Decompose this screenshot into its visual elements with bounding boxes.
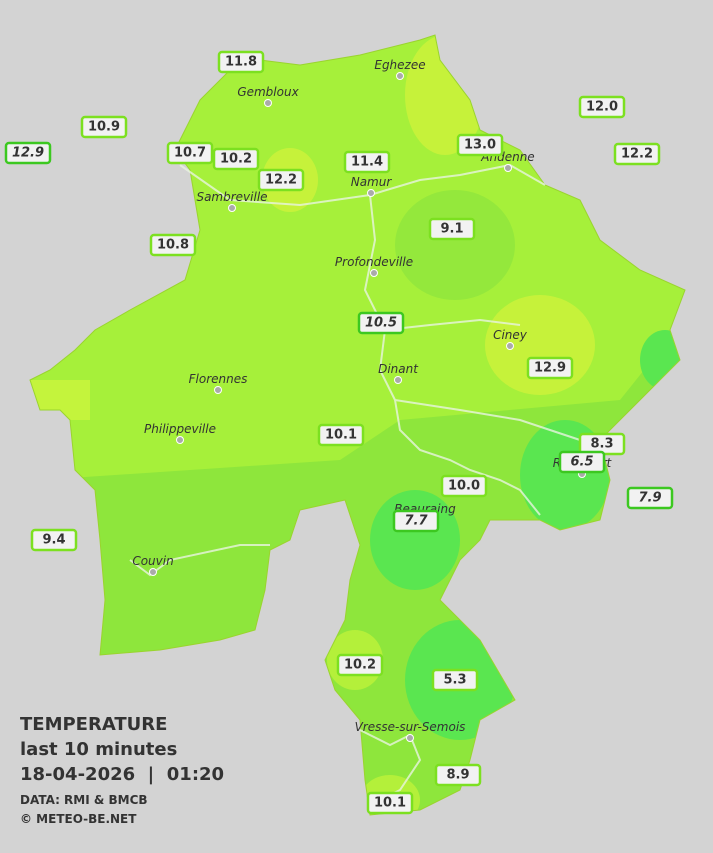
- station-box: [357, 311, 405, 335]
- city-label: Namur: [351, 175, 393, 189]
- station-box: [336, 653, 384, 677]
- station-box: [440, 474, 488, 498]
- station-value: 7.9: [638, 491, 661, 506]
- city-dot: [504, 164, 512, 172]
- legend-copyright: © METEO-BE.NET: [20, 812, 137, 826]
- station-value: 13.0: [464, 138, 496, 153]
- city-label: Couvin: [132, 554, 173, 568]
- station-box: [558, 450, 606, 474]
- station-box: [212, 147, 260, 171]
- legend-subtitle: last 10 minutes: [20, 739, 177, 760]
- station-value: 10.1: [374, 796, 406, 811]
- station-box: [434, 763, 482, 787]
- station-box: [4, 141, 52, 165]
- station-box: [30, 528, 78, 552]
- station-value: 12.9: [12, 146, 44, 161]
- legend-datetime: 18-04-2026 | 01:20: [20, 764, 224, 785]
- station-box: [392, 509, 440, 533]
- station-box: [428, 217, 476, 241]
- station-value: 10.9: [88, 120, 120, 135]
- station-value: 10.2: [344, 658, 376, 673]
- station-box: [456, 133, 504, 157]
- station-value: 9.4: [42, 533, 65, 548]
- station-box: [526, 356, 574, 380]
- station-value: 11.8: [225, 55, 257, 70]
- station-box: [578, 95, 626, 119]
- station-box: [431, 668, 479, 692]
- station-value: 7.7: [404, 514, 428, 529]
- station-value: 10.0: [448, 479, 480, 494]
- city-dot: [396, 72, 404, 80]
- station-box: [366, 791, 414, 815]
- station-value: 12.9: [534, 361, 566, 376]
- station-box: [613, 142, 661, 166]
- station-value: 12.0: [586, 100, 618, 115]
- station-value: 10.5: [365, 316, 397, 331]
- station-value: 12.2: [621, 147, 653, 162]
- city-dot: [149, 568, 157, 576]
- city-label: Gembloux: [237, 85, 299, 99]
- city-dot: [506, 342, 514, 350]
- city-dot: [406, 734, 414, 742]
- station-box: [626, 486, 674, 510]
- station-value: 9.1: [440, 222, 463, 237]
- station-value: 8.9: [446, 768, 469, 783]
- city-label: Profondeville: [335, 255, 413, 269]
- city-label: Sambreville: [196, 190, 267, 204]
- station-box: [166, 141, 214, 165]
- city-dot: [394, 376, 402, 384]
- city-label: Vresse-sur-Semois: [355, 720, 466, 734]
- city-dot: [370, 269, 378, 277]
- city-dot: [176, 436, 184, 444]
- station-box: [343, 150, 391, 174]
- station-box: [217, 50, 265, 74]
- station-value: 5.3: [443, 673, 466, 688]
- rivers: [129, 163, 581, 801]
- station-box: [80, 115, 128, 139]
- city-label: Florennes: [189, 372, 248, 386]
- station-value: 12.2: [265, 173, 297, 188]
- legend-source: DATA: RMI & BMCB: [20, 793, 148, 807]
- city-dot: [214, 386, 222, 394]
- station-value: 11.4: [351, 155, 383, 170]
- station-value: 10.1: [325, 428, 357, 443]
- city-label: Dinant: [378, 362, 419, 376]
- legend-title: TEMPERATURE: [20, 714, 167, 735]
- city-dot: [264, 99, 272, 107]
- station-value: 8.3: [590, 437, 613, 452]
- city-dot: [367, 189, 375, 197]
- station-value: 10.2: [220, 152, 252, 167]
- station-value: 6.5: [570, 455, 593, 470]
- city-dot: [228, 204, 236, 212]
- station-value: 10.7: [174, 146, 206, 161]
- city-label: Ciney: [493, 328, 528, 342]
- station-box: [149, 233, 197, 257]
- station-box: [317, 423, 365, 447]
- station-value: 10.8: [157, 238, 189, 253]
- city-label: Eghezee: [374, 58, 425, 72]
- station-box: [257, 168, 305, 192]
- city-label: Philippeville: [144, 422, 216, 436]
